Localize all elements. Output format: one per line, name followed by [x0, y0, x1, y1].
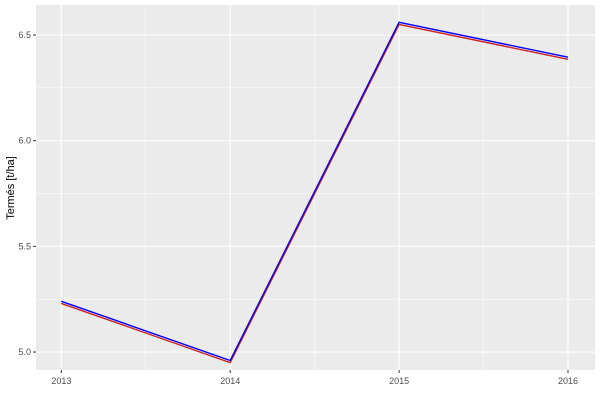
x-tick-label: 2015 — [389, 376, 409, 386]
x-tick-label: 2014 — [220, 376, 240, 386]
y-tick-label: 6.5 — [18, 30, 31, 40]
x-tick-label: 2016 — [558, 376, 578, 386]
y-tick-label: 5.0 — [18, 347, 31, 357]
y-tick-label: 5.5 — [18, 241, 31, 251]
plot-panel — [36, 5, 595, 370]
x-axis: 2013 2014 2015 2016 — [51, 370, 578, 386]
y-axis: 5.0 5.5 6.0 6.5 — [18, 30, 36, 357]
y-axis-label: Termés [t/ha] — [5, 156, 17, 220]
y-tick-label: 6.0 — [18, 136, 31, 146]
x-tick-label: 2013 — [51, 376, 71, 386]
